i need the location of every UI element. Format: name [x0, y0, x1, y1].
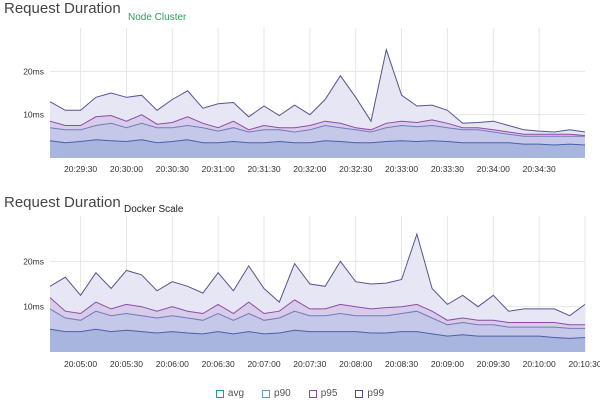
legend-swatch-p99	[355, 389, 364, 398]
x-tick-label: 20:33:00	[385, 164, 418, 174]
legend-item-p90[interactable]: p90	[262, 388, 291, 399]
x-tick-label: 20:29:30	[64, 164, 97, 174]
y-tick-label: 20ms	[23, 256, 44, 266]
chart-plot: 20:29:30 20:30:00 20:30:30 20:31:00 20:31:30…	[23, 28, 586, 174]
legend-label: avg	[227, 388, 245, 399]
x-tick-label: 20:08:00	[339, 359, 372, 369]
legend-item-p95[interactable]: p95	[308, 388, 338, 399]
x-tick-label: 20:10:30	[568, 359, 600, 369]
x-tick-label: 20:09:00	[431, 359, 464, 369]
y-tick-label: 20ms	[23, 66, 44, 76]
chart-subtitle: Docker Scale	[124, 204, 184, 215]
chart-plot: 20:05:00 20:05:30 20:06:00 20:06:30 20:07:00…	[23, 216, 600, 369]
x-tick-label: 20:05:30	[110, 359, 143, 369]
legend-swatch-p90	[262, 389, 271, 398]
legend-label: p99	[367, 388, 385, 399]
series-line-p95	[49, 297, 585, 326]
y-tick-label: 10ms	[23, 110, 44, 120]
chart-panel-top: Request Duration Node Cluster 20:29:30 20…	[0, 0, 600, 180]
legend-label: p90	[274, 388, 291, 399]
series-area-avg	[50, 139, 585, 158]
series-line-avg	[49, 139, 586, 146]
x-tick-label: 20:06:00	[156, 359, 189, 369]
x-tick-label: 20:32:30	[339, 164, 372, 174]
x-tick-label: 20:32:00	[293, 164, 326, 174]
x-tick-label: 20:30:00	[110, 164, 143, 174]
legend-label: p95	[320, 388, 338, 399]
x-tick-label: 20:34:00	[477, 164, 510, 174]
x-tick-label: 20:07:00	[247, 359, 280, 369]
x-tick-label: 20:10:00	[523, 359, 556, 369]
series-line-p90	[49, 122, 585, 137]
series-line-p99	[49, 47, 586, 133]
x-tick-label: 20:09:30	[477, 359, 510, 369]
chart-subtitle: Node Cluster	[128, 12, 187, 23]
legend-swatch-avg	[215, 389, 224, 398]
x-tick-label: 20:06:30	[202, 359, 235, 369]
x-tick-label: 20:33:30	[431, 164, 464, 174]
x-tick-label: 20:31:00	[202, 164, 235, 174]
x-tick-label: 20:05:00	[64, 359, 97, 369]
x-tick-label: 20:07:30	[293, 359, 326, 369]
series-line-p95	[49, 114, 586, 136]
legend-item-avg[interactable]: avg	[215, 388, 245, 399]
x-tick-label: 20:08:30	[385, 359, 418, 369]
chart-title: Request Duration	[4, 0, 121, 17]
legend-swatch-p95	[308, 389, 317, 398]
x-tick-label: 20:30:30	[156, 164, 189, 174]
y-tick-label: 10ms	[23, 302, 44, 312]
legend-item-p99[interactable]: p99	[355, 388, 384, 399]
series-line-p99	[49, 232, 586, 317]
chart-legend: avg p90 p95 p99	[0, 388, 600, 399]
series-area-avg	[50, 329, 585, 352]
series-line-avg	[49, 328, 586, 339]
series-line-p90	[49, 308, 585, 329]
x-tick-label: 20:31:30	[247, 164, 280, 174]
chart-panel-bottom: Request Duration Docker Scale 20:05:00 20…	[0, 194, 600, 379]
chart-title: Request Duration	[4, 194, 121, 211]
x-tick-label: 20:34:30	[523, 164, 556, 174]
